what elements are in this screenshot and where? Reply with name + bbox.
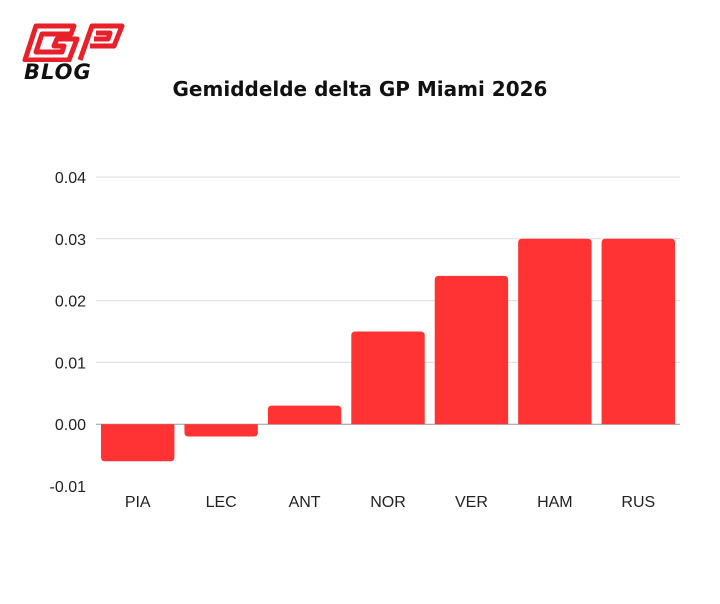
- x-category-label: PIA: [125, 494, 151, 511]
- bar-pia: [101, 424, 175, 462]
- y-tick-label: 0.01: [55, 355, 86, 372]
- x-category-label: VER: [455, 494, 488, 511]
- bar-rus: [601, 238, 675, 425]
- bar-nor: [351, 331, 425, 425]
- y-tick-label: 0.00: [55, 417, 86, 434]
- chart-title: Gemiddelde delta GP Miami 2026: [172, 77, 548, 101]
- logo-letter-p: [77, 23, 125, 61]
- y-axis-ticks: -0.01 0.00 0.01 0.02 0.03 0.04: [50, 170, 87, 496]
- y-tick-label: 0.04: [55, 170, 86, 187]
- x-axis-labels: PIA LEC ANT NOR VER HAM RUS: [125, 494, 655, 511]
- x-category-label: LEC: [206, 494, 237, 511]
- bar-ant: [267, 405, 342, 425]
- gp-logo-mark: [22, 23, 125, 62]
- x-category-label: NOR: [370, 494, 406, 511]
- logo-letter-g: [22, 23, 80, 62]
- logo-blog-text: BLOG: [24, 60, 92, 84]
- y-tick-label: 0.02: [55, 294, 86, 311]
- x-category-label: RUS: [621, 494, 655, 511]
- x-category-label: HAM: [537, 494, 573, 511]
- bar-ham: [518, 238, 592, 425]
- x-category-label: ANT: [289, 494, 321, 511]
- bar-ver: [434, 275, 509, 425]
- bars: [101, 238, 675, 462]
- bar-lec: [184, 424, 258, 437]
- gpblog-logo: BLOG: [22, 22, 126, 84]
- y-tick-label: 0.03: [55, 232, 86, 249]
- y-tick-label: -0.01: [50, 479, 87, 496]
